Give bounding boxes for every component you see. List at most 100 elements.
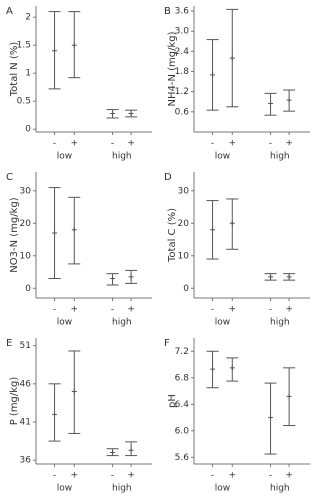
y-tick-label: 0.6	[175, 107, 190, 117]
panel-label: E	[6, 338, 12, 349]
panel-label: F	[164, 338, 170, 349]
mean-marker	[110, 276, 116, 282]
mean-marker	[128, 111, 134, 117]
x-tick-label: +	[71, 139, 79, 149]
x-tick-label: +	[127, 471, 135, 481]
mean-marker	[128, 447, 134, 453]
y-tick-label: 5.6	[175, 453, 190, 463]
x-tick-label: -	[53, 139, 56, 149]
y-tick-label: 0.5	[17, 97, 31, 107]
x-tick-label: -	[269, 471, 272, 481]
x-tick-label: -	[269, 139, 272, 149]
y-axis-label: NO3-N (mg/kg)	[9, 197, 20, 272]
y-tick-label: 1.2	[175, 87, 189, 97]
mean-marker	[128, 274, 134, 280]
x-tick-label: -	[53, 305, 56, 315]
panel-label: A	[6, 6, 13, 17]
x-tick-label: +	[285, 305, 293, 315]
y-axis-label: pH	[167, 394, 178, 408]
mean-marker	[268, 274, 274, 280]
mean-marker	[71, 42, 77, 48]
y-tick-label: 51	[20, 341, 31, 351]
y-tick-label: 46	[20, 379, 32, 389]
x-tick-label: +	[71, 305, 79, 315]
x-tick-label: +	[71, 471, 79, 481]
x-tick-label: +	[285, 139, 293, 149]
mean-marker	[71, 227, 77, 233]
y-tick-label: 7.2	[175, 347, 189, 357]
y-tick-label: 41	[20, 418, 31, 428]
mean-marker	[210, 227, 216, 233]
group-label: low	[215, 318, 230, 328]
y-tick-label: 2.4	[175, 47, 190, 57]
panel: FpH 5.6 6.0 6.4 6.8 7.2 - + - + low high	[164, 338, 310, 494]
y-tick-label: 20	[20, 219, 32, 229]
x-tick-label: -	[53, 471, 56, 481]
x-tick-label: +	[127, 139, 135, 149]
y-tick-label: 2	[25, 13, 31, 23]
x-tick-label: +	[229, 139, 237, 149]
y-tick-label: 30	[20, 186, 32, 196]
mean-marker	[52, 48, 58, 54]
x-tick-label: -	[269, 305, 272, 315]
y-tick-label: 36	[20, 456, 32, 466]
x-tick-label: -	[111, 471, 114, 481]
mean-marker	[52, 230, 58, 236]
mean-marker	[286, 97, 292, 103]
y-axis-label: P (mg/kg)	[9, 377, 20, 426]
group-label: low	[215, 152, 230, 162]
x-tick-label: -	[211, 139, 214, 149]
panel: A Total N (%) 0 0.5 1 1.5 2 - + - + low high	[6, 6, 152, 162]
y-tick-label: 6.0	[175, 426, 190, 436]
mean-marker	[268, 100, 274, 106]
group-label: high	[270, 484, 290, 494]
panel: C NO3-N (mg/kg) 0 10 20 30 - + - + low high	[6, 172, 152, 328]
y-tick-label: 3.0	[175, 27, 190, 37]
panel-label: D	[164, 172, 172, 183]
x-tick-label: -	[211, 305, 214, 315]
y-axis-label: NH4-N (mg/kg)	[167, 31, 178, 106]
panel: E P (mg/kg) 36 41 46 51 - + - + low high	[6, 338, 152, 494]
group-label: low	[57, 318, 72, 328]
y-tick-label: 0	[25, 284, 31, 294]
group-label: high	[270, 152, 290, 162]
mean-marker	[286, 393, 292, 399]
mean-marker	[268, 415, 274, 421]
x-tick-label: -	[211, 471, 214, 481]
y-tick-label: 1.8	[175, 67, 190, 77]
panel: D Total C (%) 0 10 20 30 - + - + low high	[164, 172, 310, 328]
group-label: low	[57, 484, 72, 494]
group-label: high	[112, 318, 132, 328]
group-label: low	[215, 484, 230, 494]
x-tick-label: -	[111, 139, 114, 149]
mean-marker	[110, 111, 116, 117]
x-tick-label: +	[127, 305, 135, 315]
y-tick-label: 0	[183, 284, 189, 294]
mean-marker	[52, 411, 58, 417]
y-tick-label: 30	[178, 186, 190, 196]
group-label: high	[112, 484, 132, 494]
x-tick-label: +	[229, 471, 237, 481]
y-tick-label: 20	[178, 219, 190, 229]
y-tick-label: 6.4	[175, 400, 190, 410]
panel-label: C	[6, 172, 13, 183]
y-tick-label: 0	[25, 125, 31, 135]
y-axis-label: Total N (%)	[9, 42, 20, 98]
group-label: low	[57, 152, 72, 162]
x-tick-label: +	[285, 471, 293, 481]
panel-label: B	[164, 6, 171, 17]
y-tick-label: 10	[178, 251, 190, 261]
group-label: high	[112, 152, 132, 162]
group-label: high	[270, 318, 290, 328]
y-tick-label: 10	[20, 251, 32, 261]
mean-marker	[229, 365, 235, 371]
y-tick-label: 1	[25, 69, 31, 79]
mean-marker	[210, 366, 216, 372]
x-tick-label: -	[111, 305, 114, 315]
y-axis-label: Total C (%)	[167, 208, 178, 263]
mean-marker	[210, 72, 216, 78]
y-tick-label: 6.8	[175, 373, 190, 383]
mean-marker	[286, 274, 292, 280]
mean-marker	[110, 450, 116, 456]
